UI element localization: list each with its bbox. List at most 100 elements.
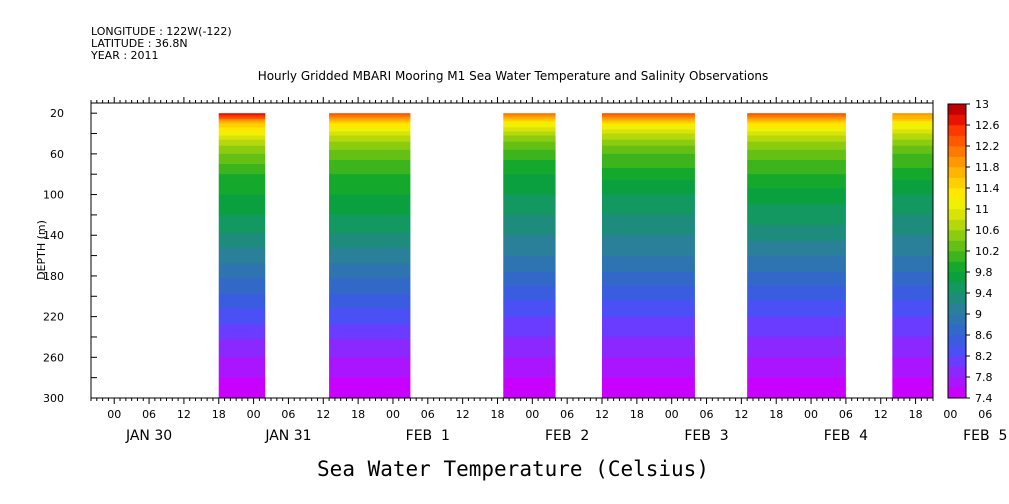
temperature-band: [503, 218, 556, 222]
temperature-band: [747, 326, 846, 330]
temperature-band: [747, 208, 846, 212]
temperature-band: [602, 143, 695, 147]
temperature-band: [892, 275, 933, 279]
colorbar-swatch: [948, 282, 966, 294]
temperature-band: [892, 302, 933, 305]
temperature-band: [602, 170, 695, 173]
temperature-band: [892, 147, 933, 151]
temperature-band: [218, 265, 266, 269]
temperature-band: [747, 192, 846, 196]
temperature-band: [329, 241, 411, 244]
temperature-band: [602, 168, 695, 171]
temperature-band: [892, 324, 933, 328]
temperature-band: [892, 349, 933, 352]
temperature-band: [503, 357, 556, 360]
temperature-band: [329, 263, 411, 267]
temperature-band: [218, 345, 266, 348]
temperature-band: [747, 253, 846, 257]
x-hour-label: 00: [943, 408, 957, 421]
x-day-label: FEB 5: [963, 428, 1007, 444]
temperature-band: [329, 383, 411, 387]
temperature-band: [747, 371, 846, 375]
temperature-band: [218, 300, 266, 303]
temperature-band: [602, 318, 695, 322]
temperature-band: [747, 127, 846, 130]
temperature-band: [602, 381, 695, 385]
temperature-band: [218, 231, 266, 234]
temperature-band: [503, 347, 556, 350]
temperature-band: [747, 300, 846, 303]
temperature-band: [602, 133, 695, 137]
temperature-band: [218, 288, 266, 291]
temperature-band: [892, 151, 933, 155]
temperature-band: [747, 332, 846, 336]
temperature-band: [747, 355, 846, 358]
temperature-band: [602, 188, 695, 191]
temperature-band: [218, 131, 266, 135]
x-hour-label: 18: [630, 408, 644, 421]
temperature-band: [503, 391, 556, 395]
temperature-band: [602, 204, 695, 208]
colorbar-tick-label: 11.8: [975, 161, 1000, 174]
temperature-band: [503, 119, 556, 122]
temperature-band: [747, 184, 846, 187]
temperature-band: [503, 155, 556, 159]
temperature-band: [329, 229, 411, 232]
temperature-band: [218, 235, 266, 238]
temperature-band: [218, 133, 266, 137]
temperature-band: [218, 328, 266, 332]
temperature-band: [218, 129, 266, 132]
temperature-band: [503, 233, 556, 236]
temperature-band: [892, 267, 933, 271]
temperature-band: [892, 292, 933, 295]
temperature-band: [892, 365, 933, 368]
temperature-band: [329, 168, 411, 171]
temperature-band: [602, 322, 695, 326]
temperature-band: [892, 145, 933, 149]
colorbar-swatch: [948, 251, 966, 262]
temperature-band: [747, 259, 846, 263]
temperature-band: [218, 198, 266, 202]
temperature-band: [503, 271, 556, 275]
temperature-band: [892, 198, 933, 202]
temperature-band: [602, 162, 695, 165]
temperature-band: [747, 223, 846, 226]
temperature-band: [329, 328, 411, 332]
temperature-band: [218, 172, 266, 175]
temperature-band: [602, 241, 695, 244]
temperature-band: [329, 369, 411, 373]
temperature-band: [747, 267, 846, 271]
temperature-band: [892, 263, 933, 267]
temperature-band: [218, 336, 266, 340]
temperature-band: [218, 214, 266, 218]
temperature-band: [892, 290, 933, 293]
x-hour-label: 00: [386, 408, 400, 421]
temperature-band: [503, 318, 556, 322]
temperature-band: [892, 298, 933, 301]
temperature-band: [329, 206, 411, 210]
temperature-band: [892, 202, 933, 206]
temperature-band: [747, 277, 846, 281]
temperature-band: [602, 192, 695, 196]
temperature-band: [329, 339, 411, 342]
temperature-band: [503, 143, 556, 147]
temperature-band: [892, 359, 933, 362]
temperature-band: [329, 133, 411, 137]
temperature-band: [329, 304, 411, 307]
temperature-band: [503, 216, 556, 220]
temperature-band: [218, 225, 266, 228]
temperature-band: [503, 137, 556, 141]
x-hour-label: 00: [665, 408, 679, 421]
temperature-band: [218, 267, 266, 271]
temperature-band: [747, 196, 846, 200]
temperature-band: [747, 391, 846, 395]
temperature-band: [747, 367, 846, 371]
y-tick-label: 220: [43, 311, 64, 324]
temperature-band: [747, 377, 846, 381]
temperature-band: [602, 341, 695, 344]
temperature-band: [218, 147, 266, 151]
temperature-band: [503, 188, 556, 191]
temperature-band: [329, 269, 411, 273]
temperature-band: [329, 379, 411, 383]
temperature-band: [329, 255, 411, 259]
